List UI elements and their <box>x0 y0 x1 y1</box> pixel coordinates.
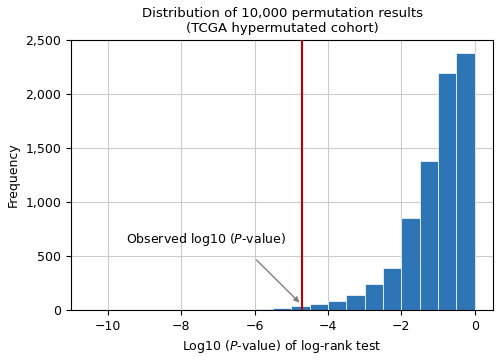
Bar <box>254 309 273 310</box>
Bar <box>456 53 474 310</box>
Bar <box>273 308 291 310</box>
Text: Observed log10 ($\it{P}$-value): Observed log10 ($\it{P}$-value) <box>126 231 286 248</box>
Bar <box>310 304 328 310</box>
Title: Distribution of 10,000 permutation results
(TCGA hypermutated cohort): Distribution of 10,000 permutation resul… <box>142 7 422 35</box>
Bar <box>328 301 346 310</box>
Bar <box>402 218 419 310</box>
Bar <box>346 295 364 310</box>
Bar <box>383 268 402 310</box>
Bar <box>420 161 438 310</box>
Bar <box>438 73 456 310</box>
X-axis label: Log10 ($\it{P}$-value) of log-rank test: Log10 ($\it{P}$-value) of log-rank test <box>182 338 382 355</box>
Bar <box>364 284 383 310</box>
Y-axis label: Frequency: Frequency <box>7 143 20 207</box>
Bar <box>291 306 310 310</box>
